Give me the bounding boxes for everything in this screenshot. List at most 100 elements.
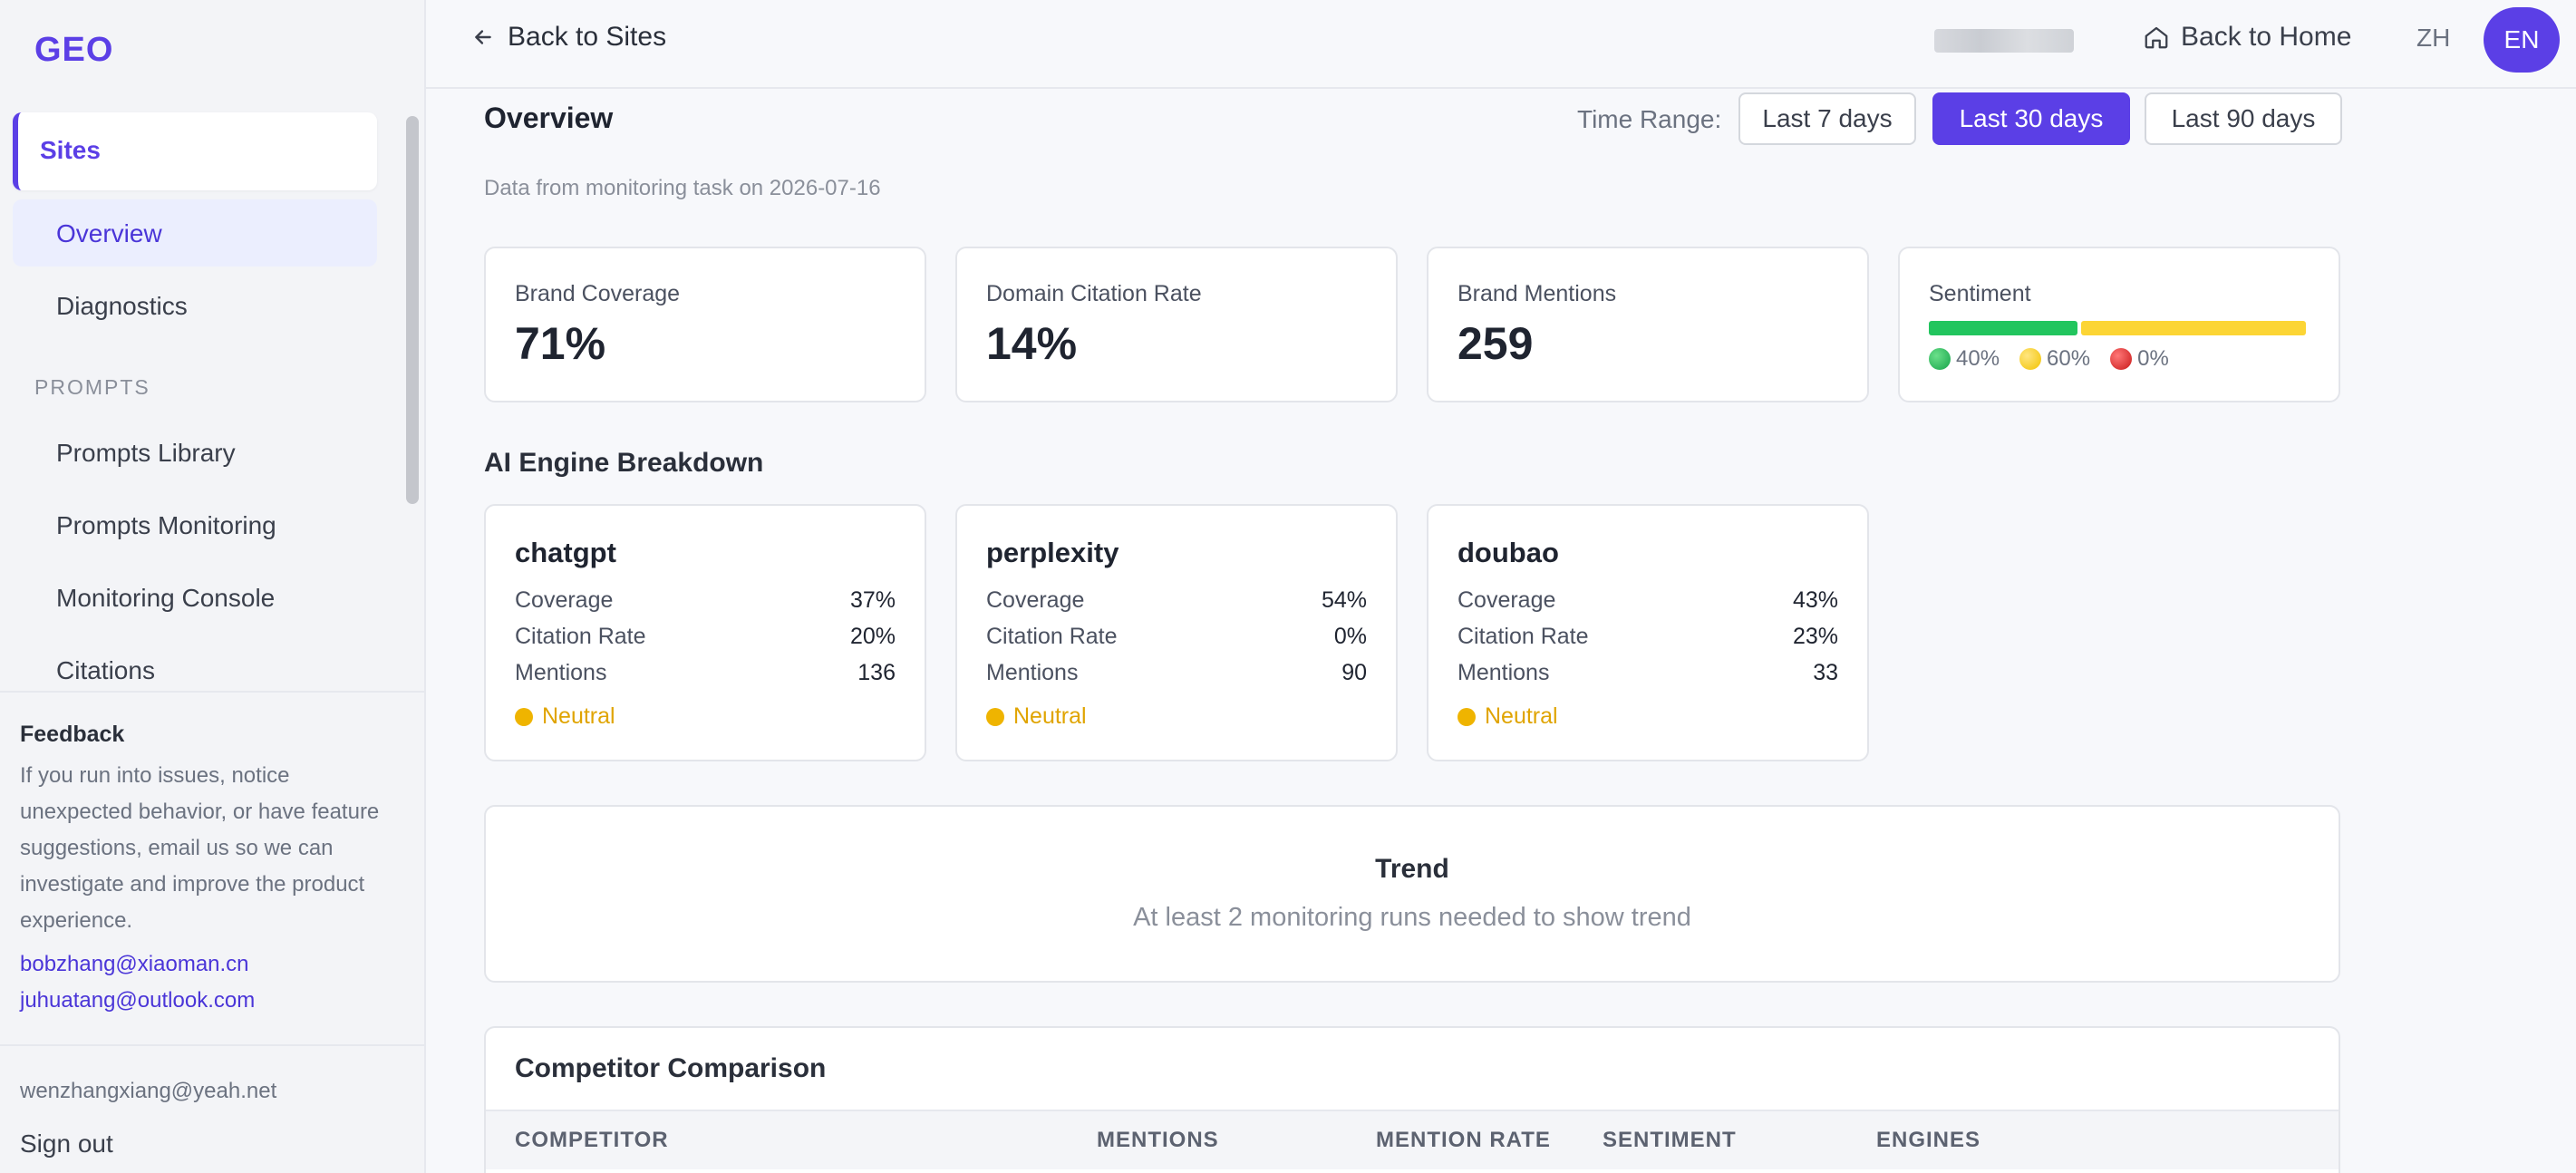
back-to-home-button[interactable]: Back to Home bbox=[2143, 22, 2351, 53]
sentiment-card: Sentiment 40% 60% 0% bbox=[1898, 247, 2340, 402]
column-header[interactable]: MENTIONS bbox=[1097, 1128, 1219, 1152]
engine-name: perplexity bbox=[986, 537, 1119, 568]
row-label: Citation Rate bbox=[1457, 624, 1589, 649]
sentiment-legend: 40% 60% 0% bbox=[1929, 346, 2169, 372]
sidebar-item-label: Prompts Monitoring bbox=[56, 511, 276, 539]
sidebar-section-prompts: PROMPTS bbox=[34, 375, 150, 399]
column-header[interactable]: ENGINES bbox=[1876, 1128, 1981, 1152]
engine-sentiment: Neutral bbox=[1457, 703, 1558, 730]
metric-label: Brand Mentions bbox=[1457, 281, 1617, 306]
sidebar-item-sites[interactable]: Sites bbox=[13, 112, 377, 190]
back-to-sites-button[interactable]: Back to Sites bbox=[471, 22, 666, 53]
page-title: Overview bbox=[484, 102, 614, 134]
account-panel: wenzhangxiang@yeah.net Sign out bbox=[0, 1044, 424, 1173]
range-90-days-button[interactable]: Last 90 days bbox=[2145, 92, 2342, 145]
engine-mentions-row: Mentions 136 bbox=[515, 660, 896, 693]
row-label: Mentions bbox=[1457, 660, 1550, 685]
negative-dot-icon bbox=[2110, 348, 2133, 370]
sidebar-item-label: Monitoring Console bbox=[56, 584, 276, 612]
time-range-label: Time Range: bbox=[1577, 105, 1722, 133]
sidebar-item-label: Prompts Library bbox=[56, 439, 236, 467]
trend-empty-message: At least 2 monitoring runs needed to sho… bbox=[1133, 903, 1691, 932]
sidebar-item-label: Sites bbox=[40, 136, 101, 164]
sidebar-item-overview[interactable]: Overview bbox=[13, 199, 377, 267]
language-en-button[interactable]: EN bbox=[2484, 7, 2560, 73]
competitor-comparison-card: Competitor Comparison COMPETITOR MENTION… bbox=[484, 1026, 2340, 1173]
row-label: Coverage bbox=[1457, 587, 1556, 613]
engine-card-chatgpt: chatgpt Coverage 37% Citation Rate 20% Men… bbox=[484, 504, 926, 761]
neutral-dot-icon bbox=[986, 707, 1004, 726]
engine-citation-row: Citation Rate 0% bbox=[986, 624, 1367, 656]
trend-title: Trend bbox=[1375, 854, 1449, 884]
row-label: Coverage bbox=[986, 587, 1085, 613]
sidebar-item-diagnostics[interactable]: Diagnostics bbox=[13, 272, 377, 339]
sidebar-item-prompts-library[interactable]: Prompts Library bbox=[13, 419, 377, 486]
engine-breakdown-title: AI Engine Breakdown bbox=[484, 448, 764, 478]
engine-card-doubao: doubao Coverage 43% Citation Rate 23% Ment… bbox=[1427, 504, 1869, 761]
row-label: Coverage bbox=[515, 587, 614, 613]
language-zh-button[interactable]: ZH bbox=[2416, 24, 2451, 52]
range-30-days-button[interactable]: Last 30 days bbox=[1932, 92, 2130, 145]
sentiment-label: Neutral bbox=[542, 703, 615, 729]
engine-name: doubao bbox=[1457, 537, 1559, 568]
metric-value: 14% bbox=[986, 318, 1078, 369]
row-value: 23% bbox=[1792, 624, 1838, 649]
feedback-text: If you run into issues, notice unexpecte… bbox=[20, 763, 380, 933]
app-logo[interactable]: GEO bbox=[34, 31, 114, 69]
column-header[interactable]: MENTION RATE bbox=[1376, 1128, 1551, 1152]
row-value: 33 bbox=[1813, 660, 1838, 685]
row-value: 0% bbox=[1333, 624, 1367, 649]
sign-out-button[interactable]: Sign out bbox=[20, 1129, 113, 1158]
sentiment-negative-value: 0% bbox=[2137, 346, 2169, 371]
engine-card-perplexity: perplexity Coverage 54% Citation Rate 0% M… bbox=[955, 504, 1398, 761]
sentiment-neutral-value: 60% bbox=[2047, 346, 2091, 371]
home-icon bbox=[2145, 26, 2168, 49]
feedback-email-link[interactable]: juhuatang@outlook.com bbox=[20, 988, 256, 1013]
neutral-dot-icon bbox=[2019, 348, 2042, 370]
sidebar-nav: Sites Overview Diagnostics PROMPTS Promp… bbox=[0, 100, 424, 689]
neutral-dot-icon bbox=[1457, 707, 1476, 726]
metric-label: Domain Citation Rate bbox=[986, 281, 1202, 306]
row-value: 54% bbox=[1321, 587, 1367, 613]
range-7-days-button[interactable]: Last 7 days bbox=[1738, 92, 1916, 145]
brand-mentions-card: Brand Mentions 259 bbox=[1427, 247, 1869, 402]
engine-coverage-row: Coverage 54% bbox=[986, 587, 1367, 620]
engine-sentiment: Neutral bbox=[986, 703, 1087, 730]
feedback-email-link[interactable]: bobzhang@xiaoman.cn bbox=[20, 952, 249, 976]
sentiment-positive-segment bbox=[1929, 321, 2078, 335]
sidebar-item-monitoring-console[interactable]: Monitoring Console bbox=[13, 564, 377, 631]
metric-label: Sentiment bbox=[1929, 281, 2031, 306]
sentiment-label: Neutral bbox=[1013, 703, 1087, 729]
row-value: 90 bbox=[1341, 660, 1367, 685]
row-label: Citation Rate bbox=[986, 624, 1118, 649]
engine-sentiment: Neutral bbox=[515, 703, 615, 730]
sidebar-scrollbar[interactable] bbox=[406, 116, 419, 504]
sidebar: GEO Sites Overview Diagnostics PROMPTS P… bbox=[0, 0, 426, 1173]
column-header[interactable]: SENTIMENT bbox=[1603, 1128, 1737, 1152]
row-value: 37% bbox=[849, 587, 896, 613]
sidebar-item-citations[interactable]: Citations bbox=[13, 636, 377, 689]
top-bar: Back to Sites Back to Home ZH EN bbox=[426, 0, 2576, 89]
neutral-dot-icon bbox=[515, 707, 533, 726]
engine-coverage-row: Coverage 37% bbox=[515, 587, 896, 620]
main-content: Overview Time Range: Last 7 days Last 30… bbox=[426, 91, 2576, 1173]
positive-dot-icon bbox=[1929, 348, 1951, 370]
feedback-title: Feedback bbox=[20, 722, 125, 747]
sentiment-bar bbox=[1929, 321, 2306, 335]
back-to-home-label: Back to Home bbox=[2181, 22, 2352, 52]
engine-citation-row: Citation Rate 23% bbox=[1457, 624, 1838, 656]
metric-label: Brand Coverage bbox=[515, 281, 681, 306]
feedback-panel: Feedback If you run into issues, notice … bbox=[0, 691, 424, 1046]
row-value: 20% bbox=[849, 624, 896, 649]
account-email: wenzhangxiang@yeah.net bbox=[20, 1079, 277, 1103]
competitor-table-header: COMPETITOR MENTIONS MENTION RATE SENTIME… bbox=[486, 1110, 2339, 1169]
arrow-left-icon bbox=[475, 30, 491, 44]
engine-mentions-row: Mentions 33 bbox=[1457, 660, 1838, 693]
row-label: Mentions bbox=[986, 660, 1079, 685]
column-header[interactable]: COMPETITOR bbox=[515, 1128, 669, 1152]
competitor-comparison-title: Competitor Comparison bbox=[515, 1053, 827, 1083]
trend-card: Trend At least 2 monitoring runs needed … bbox=[484, 805, 2340, 983]
sidebar-item-prompts-monitoring[interactable]: Prompts Monitoring bbox=[13, 491, 377, 558]
metric-value: 71% bbox=[515, 318, 606, 369]
engine-name: chatgpt bbox=[515, 537, 616, 568]
